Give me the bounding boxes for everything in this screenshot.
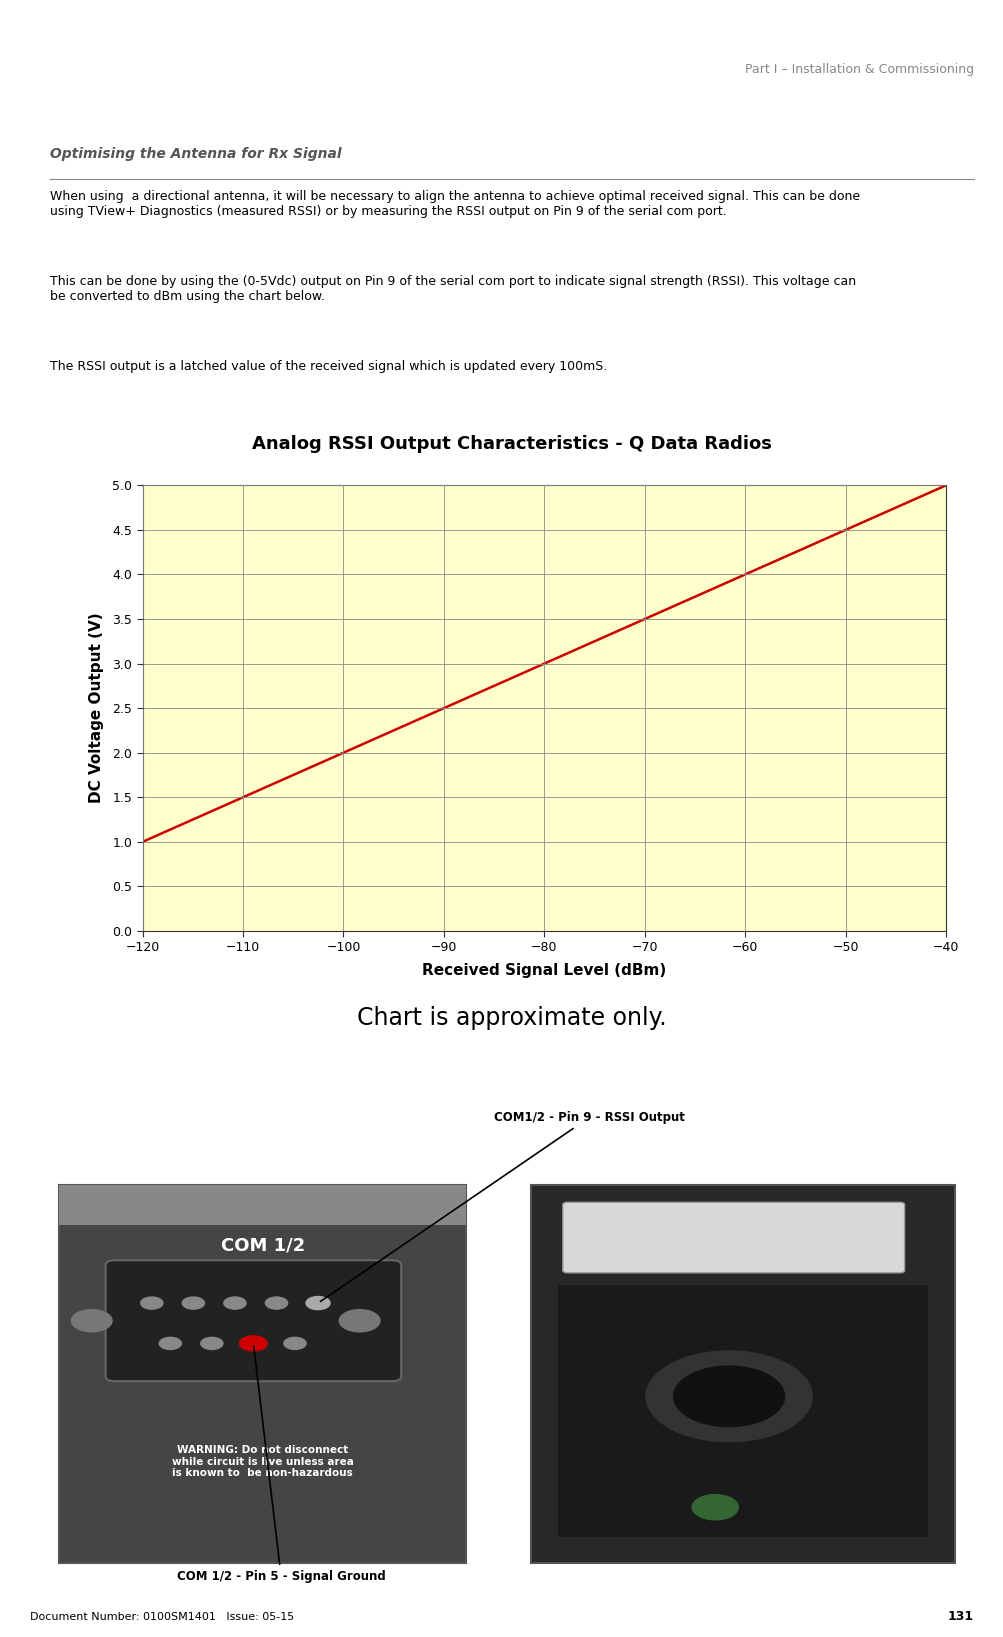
FancyBboxPatch shape [563, 1202, 904, 1274]
Circle shape [140, 1297, 162, 1310]
Text: This can be done by using the (0-5Vdc) output on Pin 9 of the serial com port to: This can be done by using the (0-5Vdc) o… [50, 275, 856, 303]
Circle shape [306, 1297, 330, 1310]
Text: COM 1/2: COM 1/2 [221, 1236, 305, 1254]
Circle shape [242, 1337, 264, 1349]
Circle shape [284, 1337, 306, 1349]
Text: Part I – Installation & Commissioning: Part I – Installation & Commissioning [744, 64, 973, 75]
Text: COM1/2 - Pin 9 - RSSI Output: COM1/2 - Pin 9 - RSSI Output [320, 1112, 684, 1301]
Text: WARNING: Do not disconnect
while circuit is live unless area
is known to  be non: WARNING: Do not disconnect while circuit… [172, 1445, 353, 1478]
Circle shape [339, 1310, 379, 1333]
FancyBboxPatch shape [59, 1185, 465, 1224]
Text: The RSSI output is a latched value of the received signal which is updated every: The RSSI output is a latched value of th… [50, 360, 607, 373]
Circle shape [307, 1297, 329, 1310]
Circle shape [691, 1495, 737, 1519]
Text: 131: 131 [947, 1611, 973, 1622]
FancyBboxPatch shape [530, 1185, 955, 1563]
Text: COM 1/2 - Pin 5 - Signal Ground: COM 1/2 - Pin 5 - Signal Ground [177, 1346, 385, 1583]
Circle shape [224, 1297, 246, 1310]
Circle shape [673, 1367, 783, 1426]
FancyBboxPatch shape [558, 1285, 927, 1537]
Text: Analog RSSI Output Characteristics - Q Data Radios: Analog RSSI Output Characteristics - Q D… [252, 435, 771, 453]
Text: Optimising the Antenna for Rx Signal: Optimising the Antenna for Rx Signal [50, 147, 341, 162]
Circle shape [159, 1337, 182, 1349]
Circle shape [71, 1310, 112, 1333]
FancyBboxPatch shape [105, 1260, 401, 1382]
Circle shape [183, 1297, 205, 1310]
Text: Chart is approximate only.: Chart is approximate only. [357, 1007, 666, 1030]
Circle shape [265, 1297, 287, 1310]
Circle shape [201, 1337, 223, 1349]
Circle shape [645, 1351, 811, 1442]
Text: Document Number: 0100SM1401   Issue: 05-15: Document Number: 0100SM1401 Issue: 05-15 [30, 1611, 294, 1622]
FancyBboxPatch shape [59, 1185, 465, 1563]
Circle shape [240, 1336, 267, 1351]
Text: When using  a directional antenna, it will be necessary to align the antenna to : When using a directional antenna, it wil… [50, 190, 860, 218]
